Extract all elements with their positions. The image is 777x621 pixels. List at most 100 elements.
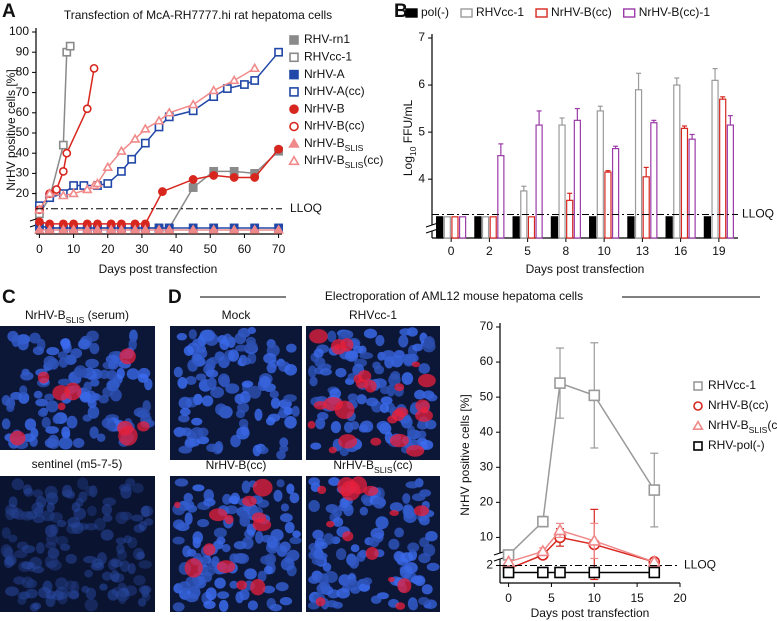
nucleus <box>284 415 297 429</box>
nucleus <box>260 555 274 565</box>
nucleus <box>332 517 344 527</box>
point <box>222 84 232 93</box>
nucleus <box>409 600 419 611</box>
point <box>58 140 68 150</box>
nucleus <box>380 396 393 405</box>
nucleus <box>65 553 77 564</box>
nucleus <box>369 536 380 548</box>
y-tick-label: 30 <box>480 459 494 473</box>
nucleus <box>214 577 226 589</box>
nucleus <box>127 563 136 575</box>
nucleus <box>206 369 219 378</box>
nucleus <box>235 409 246 419</box>
legend-swatch <box>405 8 418 18</box>
x-tick-label: 19 <box>712 244 726 258</box>
nucleus <box>55 577 68 590</box>
point <box>69 181 78 190</box>
infected-signal <box>363 485 379 496</box>
infected-signal <box>309 329 328 344</box>
point <box>68 188 79 198</box>
nucleus <box>375 335 385 347</box>
nucleus <box>313 348 324 359</box>
nucleus <box>125 478 136 487</box>
nucleus <box>314 552 328 560</box>
point <box>553 523 567 536</box>
nucleus <box>404 562 418 574</box>
image-caption: NrHV-BSLIS(cc) <box>333 458 412 475</box>
nucleus <box>185 593 199 603</box>
nucleus <box>24 418 37 431</box>
nucleus <box>22 433 36 442</box>
x-tick-label: 13 <box>636 244 650 258</box>
panel-letter: C <box>2 287 16 308</box>
bar <box>604 171 612 239</box>
infected-signal <box>328 446 337 454</box>
bar <box>573 119 581 239</box>
nucleus <box>230 434 241 448</box>
legend-label: NrHV-B(cc) <box>708 398 769 412</box>
nucleus <box>259 375 271 388</box>
legend-marker <box>288 137 300 148</box>
point <box>537 566 549 579</box>
nucleus <box>55 586 69 600</box>
nucleus <box>255 530 264 544</box>
point <box>187 99 199 109</box>
nucleus <box>102 497 117 506</box>
point <box>648 566 661 579</box>
nucleus <box>201 395 214 407</box>
nucleus <box>89 426 99 439</box>
nucleus <box>308 365 317 378</box>
nucleus <box>84 569 93 578</box>
nucleus <box>418 363 431 374</box>
nucleus <box>1 418 11 430</box>
nucleus <box>335 367 347 378</box>
infected-signal <box>57 402 66 411</box>
infected-signal <box>415 409 433 422</box>
y-tick-label: 40 <box>480 424 494 438</box>
point <box>209 171 219 180</box>
nucleus <box>10 391 23 400</box>
x-tick-label: 16 <box>674 244 688 258</box>
nucleus <box>107 422 117 431</box>
nucleus <box>178 414 190 423</box>
nucleus <box>62 431 71 439</box>
infected-signal <box>387 576 395 583</box>
series-line <box>39 148 280 225</box>
nucleus <box>263 352 277 364</box>
nucleus <box>56 519 67 528</box>
nucleus <box>283 406 294 416</box>
nucleus <box>289 492 300 504</box>
legend-marker <box>693 401 703 411</box>
bar <box>634 89 643 239</box>
infected-signal <box>64 382 82 401</box>
nucleus <box>77 477 89 490</box>
nucleus <box>203 498 216 507</box>
nucleus <box>265 416 276 426</box>
y-axis-label: NrHV positive cells [%] <box>458 394 472 515</box>
legend-label: NrHV-A(cc) <box>304 84 365 98</box>
nucleus <box>262 585 276 594</box>
nucleus <box>47 434 59 448</box>
nucleus <box>183 345 194 356</box>
nucleus <box>90 562 105 571</box>
image-caption: Mock <box>222 308 252 322</box>
bar <box>665 216 673 239</box>
nucleus <box>425 419 437 430</box>
infected-signal <box>411 361 421 368</box>
nucleus <box>316 583 330 595</box>
nucleus <box>172 519 185 530</box>
point <box>188 183 198 192</box>
x-tick-label: 5 <box>524 244 531 258</box>
lloq-label: LLOQ <box>742 207 774 221</box>
nucleus <box>292 530 301 538</box>
nucleus <box>248 385 262 399</box>
bar <box>512 216 520 239</box>
nucleus <box>102 514 113 523</box>
nucleus <box>254 408 263 421</box>
nucleus <box>177 377 188 389</box>
nucleus <box>241 357 252 365</box>
nucleus <box>1 527 11 539</box>
nucleus <box>67 516 81 528</box>
nucleus <box>65 580 77 591</box>
nucleus <box>84 598 98 612</box>
